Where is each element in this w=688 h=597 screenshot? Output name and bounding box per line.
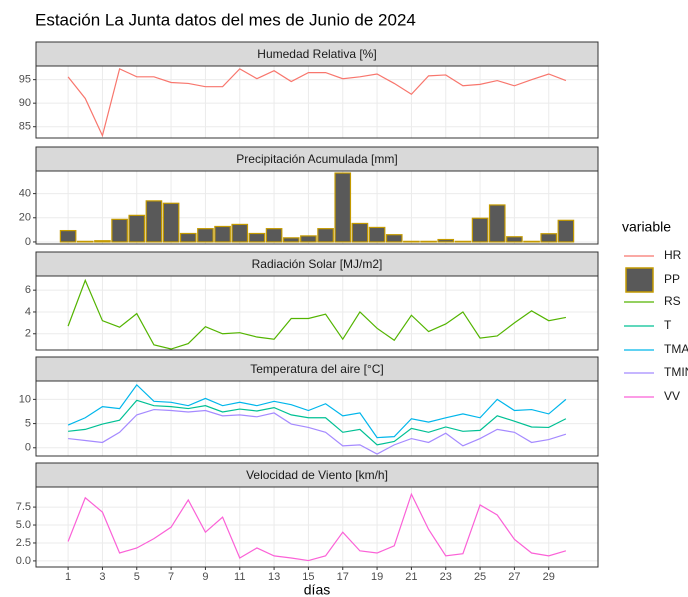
bar: [197, 228, 214, 243]
strip: [35, 41, 599, 67]
y-tick-label: 5: [25, 417, 31, 429]
bar: [351, 222, 369, 243]
y-tick-label: 6: [25, 284, 31, 296]
bar: [420, 240, 437, 243]
legend-label: T: [664, 318, 672, 332]
legend-label: RS: [664, 294, 681, 308]
line: [68, 399, 567, 446]
bar: [437, 238, 455, 243]
bar: [265, 228, 283, 243]
y-tick-label: 5.0: [16, 519, 31, 531]
y-tick-label: 95: [19, 74, 31, 86]
y-tick-label: 0: [25, 236, 31, 248]
y-tick-label: 40: [19, 188, 31, 200]
y-tick-label: 10: [19, 393, 31, 405]
panel-title: Humedad Relativa [%]: [257, 47, 376, 61]
bar: [454, 240, 472, 243]
panel-border: [35, 170, 599, 245]
x-tick-label: 3: [99, 571, 105, 583]
x-axis-label: días: [304, 582, 330, 597]
x-tick-label: 7: [168, 571, 174, 583]
line: [67, 278, 567, 350]
bar: [385, 234, 403, 243]
bar: [523, 240, 540, 243]
x-tick-label: 13: [268, 571, 280, 583]
strip: [35, 462, 599, 488]
bar: [145, 200, 163, 243]
y-tick-label: 2: [25, 328, 31, 340]
y-tick-label: 2.5: [16, 537, 31, 549]
x-tick-label: 29: [543, 571, 555, 583]
legend-label: TMAX: [664, 342, 688, 356]
y-tick-label: 7.5: [16, 501, 31, 513]
x-tick-label: 25: [474, 571, 486, 583]
x-tick-label: 1: [65, 571, 71, 583]
panel-title: Temperatura del aire [°C]: [250, 362, 384, 376]
bar: [179, 232, 197, 243]
line: [68, 408, 567, 455]
panel-border: [35, 486, 599, 568]
panel-title: Radiación Solar [MJ/m2]: [252, 257, 383, 271]
bar: [128, 214, 146, 243]
legend-label: HR: [664, 248, 682, 262]
bar: [540, 233, 558, 243]
x-tick-label: 15: [302, 571, 314, 583]
bar: [334, 172, 352, 243]
bar: [162, 202, 180, 243]
bar: [506, 236, 523, 243]
bar: [282, 237, 300, 243]
bar: [214, 225, 231, 243]
panel-title: Velocidad de Viento [km/h]: [246, 468, 388, 482]
x-tick-label: 27: [508, 571, 520, 583]
y-tick-label: 0.0: [16, 555, 31, 567]
y-tick-label: 90: [19, 97, 31, 109]
panel-border: [35, 65, 599, 139]
strip: [35, 146, 599, 172]
x-tick-label: 23: [440, 571, 452, 583]
bar: [248, 232, 266, 243]
panel-background: [36, 66, 598, 138]
bar: [368, 226, 386, 243]
y-tick-label: 0: [25, 442, 31, 454]
x-tick-label: 11: [234, 571, 245, 583]
panel-background: [36, 276, 598, 350]
bar: [471, 217, 489, 243]
strip: [35, 251, 599, 277]
line: [67, 492, 567, 562]
x-tick-label: 5: [134, 571, 140, 583]
y-tick-label: 4: [25, 306, 31, 318]
x-tick-label: 9: [202, 571, 208, 583]
bar: [317, 228, 334, 243]
legend-title: variable: [622, 219, 671, 235]
legend-label: VV: [664, 389, 680, 403]
bar: [557, 219, 575, 243]
y-tick-label: 20: [19, 212, 31, 224]
legend-label: TMIN: [664, 365, 688, 379]
bar: [403, 240, 420, 243]
x-tick-label: 19: [371, 571, 383, 583]
panel-title: Precipitación Acumulada [mm]: [236, 152, 397, 166]
panel-background: [36, 487, 598, 567]
x-tick-label: 17: [337, 571, 349, 583]
bar: [94, 240, 111, 243]
strip: [35, 356, 599, 382]
line: [67, 67, 567, 138]
bar: [231, 223, 249, 243]
panel-border: [35, 380, 599, 457]
x-tick-label: 21: [405, 571, 417, 583]
legend-key: [625, 267, 654, 293]
bar: [111, 218, 128, 243]
chart-title: Estación La Junta datos del mes de Junio…: [35, 10, 416, 29]
bar: [59, 229, 77, 243]
bar: [76, 240, 94, 243]
bar: [300, 235, 317, 243]
line: [67, 383, 567, 439]
bar: [488, 204, 506, 243]
legend-label: PP: [664, 272, 680, 286]
panel-border: [35, 275, 599, 351]
y-tick-label: 85: [19, 121, 31, 133]
